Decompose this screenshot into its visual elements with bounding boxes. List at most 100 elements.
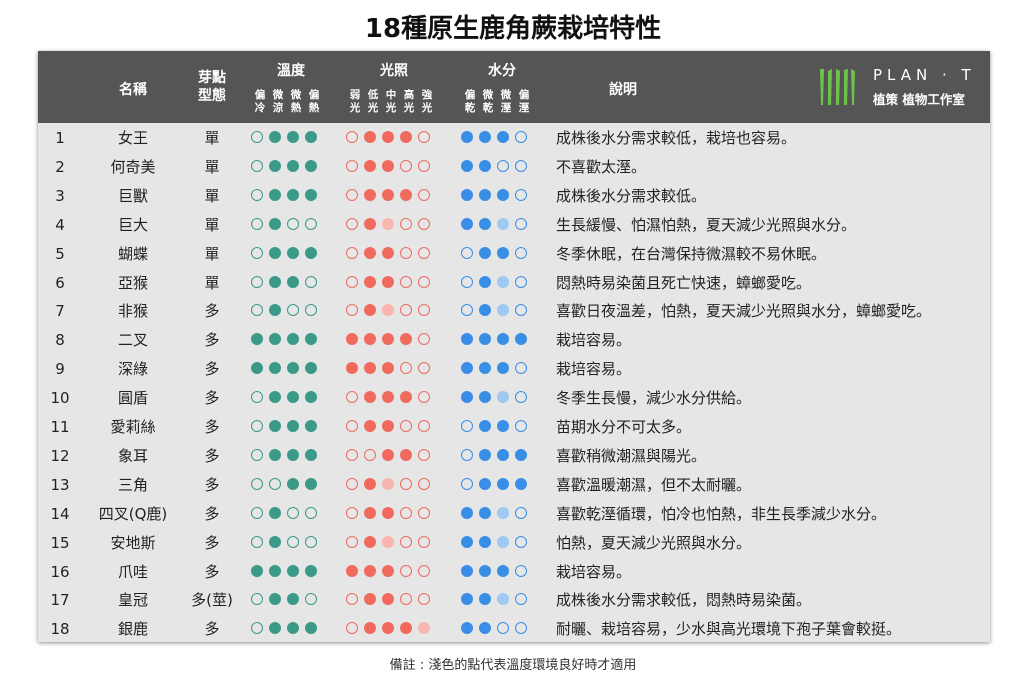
water-dot-filled	[479, 362, 491, 375]
temp-dot-filled	[269, 159, 281, 172]
cell-num: 2	[55, 157, 65, 176]
water-dot-empty	[515, 622, 527, 635]
cell-type: 多	[204, 533, 220, 552]
water-rating	[461, 275, 533, 288]
water-dot-empty	[515, 593, 527, 606]
temp-dot-filled	[287, 131, 299, 143]
light-dot-empty	[400, 304, 412, 317]
temp-dot-filled	[251, 333, 263, 346]
leaf-logo-icon	[820, 69, 855, 105]
temp-rating	[251, 477, 323, 490]
temp-rating	[251, 246, 323, 259]
water-rating	[461, 217, 533, 230]
light-scale-label: 強光	[418, 89, 436, 115]
cell-desc: 喜歡稍微潮濕與陽光。	[556, 446, 707, 465]
light-rating	[346, 362, 436, 375]
cell-desc: 冬季生長慢，減少水分供給。	[556, 389, 752, 408]
temp-dot-filled	[269, 246, 281, 259]
temp-dot-filled	[287, 159, 299, 172]
cell-name: 四叉(Q鹿)	[98, 504, 168, 523]
light-dot-filled	[382, 420, 394, 432]
light-dot-pale	[418, 622, 430, 635]
temp-dot-empty	[305, 275, 317, 288]
light-dot-filled	[364, 159, 376, 172]
table-row: 4 巨大 單 生長緩慢、怕濕怕熱，夏天減少光照與水分。	[38, 211, 990, 240]
scale-label-top: 微	[290, 89, 302, 101]
temp-rating	[251, 131, 323, 143]
cell-type: 單	[204, 273, 220, 292]
water-dot-empty	[515, 188, 527, 201]
temp-dot-filled	[269, 217, 281, 230]
temp-dot-filled	[287, 188, 299, 201]
cell-desc: 栽培容易。	[556, 331, 632, 350]
light-dot-filled	[382, 362, 394, 375]
light-dot-filled	[382, 333, 394, 346]
light-dot-empty	[418, 159, 430, 172]
water-dot-empty	[461, 448, 473, 461]
light-rating	[346, 304, 436, 317]
light-dot-filled	[364, 246, 376, 259]
light-dot-empty	[418, 593, 430, 606]
cell-desc: 悶熱時易染菌且死亡快速，蟑螂愛吃。	[556, 273, 812, 292]
water-rating	[461, 159, 533, 172]
light-dot-empty	[418, 448, 430, 461]
light-dot-empty	[346, 188, 358, 201]
water-dot-filled	[461, 159, 473, 172]
light-scale-label: 中光	[382, 89, 400, 115]
light-dot-empty	[346, 275, 358, 288]
cell-num: 4	[55, 215, 65, 234]
temp-dot-empty	[287, 535, 299, 548]
light-rating	[346, 448, 436, 461]
page-title: 18種原生鹿角蕨栽培特性	[364, 14, 662, 44]
cell-desc: 不喜歡太溼。	[556, 157, 647, 176]
scale-label-top: 微	[500, 89, 512, 101]
temp-dot-empty	[251, 593, 263, 606]
light-dot-pale	[382, 217, 394, 230]
water-dot-filled	[497, 477, 509, 490]
temp-rating	[251, 420, 323, 432]
scale-label-top: 中	[385, 89, 397, 101]
table-row: 8 二叉 多 栽培容易。	[38, 326, 990, 355]
cell-desc: 怕熱，夏天減少光照與水分。	[556, 533, 752, 552]
water-dot-filled	[479, 391, 491, 404]
light-dot-filled	[346, 362, 358, 375]
water-dot-filled	[479, 506, 491, 519]
scale-label-top: 低	[367, 89, 379, 101]
light-dot-filled	[382, 391, 394, 404]
table-row: 13 三角 多 喜歡溫暖潮濕，但不太耐曬。	[38, 471, 990, 500]
light-dot-filled	[400, 622, 412, 635]
water-scale-label: 偏乾	[461, 89, 479, 115]
water-dot-filled	[497, 420, 509, 432]
water-dot-filled	[515, 448, 527, 461]
water-dot-empty	[461, 420, 473, 432]
water-dot-empty	[515, 362, 527, 375]
cell-type: 多	[204, 418, 220, 436]
temp-dot-filled	[305, 420, 317, 432]
light-dot-empty	[346, 246, 358, 259]
temp-dot-empty	[251, 217, 263, 230]
water-scale-label: 微乾	[479, 89, 497, 115]
temp-dot-empty	[305, 304, 317, 317]
header-desc: 說明	[609, 82, 637, 98]
light-dot-empty	[346, 217, 358, 230]
water-dot-filled	[497, 246, 509, 259]
water-dot-filled	[461, 217, 473, 230]
table-row: 6 亞猴 單 悶熱時易染菌且死亡快速，蟑螂愛吃。	[38, 269, 990, 298]
water-rating	[461, 362, 533, 375]
light-dot-empty	[418, 362, 430, 375]
temp-dot-filled	[287, 391, 299, 404]
cell-name: 皇冠	[117, 591, 148, 610]
light-rating	[346, 159, 436, 172]
scale-label-bottom: 冷	[254, 102, 266, 114]
light-dot-filled	[382, 159, 394, 172]
cell-name: 三角	[117, 475, 148, 494]
light-rating	[346, 333, 436, 346]
water-dot-filled	[497, 564, 509, 577]
temp-dot-filled	[269, 304, 281, 317]
temp-dot-filled	[251, 362, 263, 375]
light-dot-filled	[346, 333, 358, 346]
cell-type: 多	[204, 446, 220, 465]
header-type: 芽點 型態	[190, 69, 234, 105]
water-dot-filled	[497, 362, 509, 375]
header-name: 名稱	[119, 82, 147, 98]
